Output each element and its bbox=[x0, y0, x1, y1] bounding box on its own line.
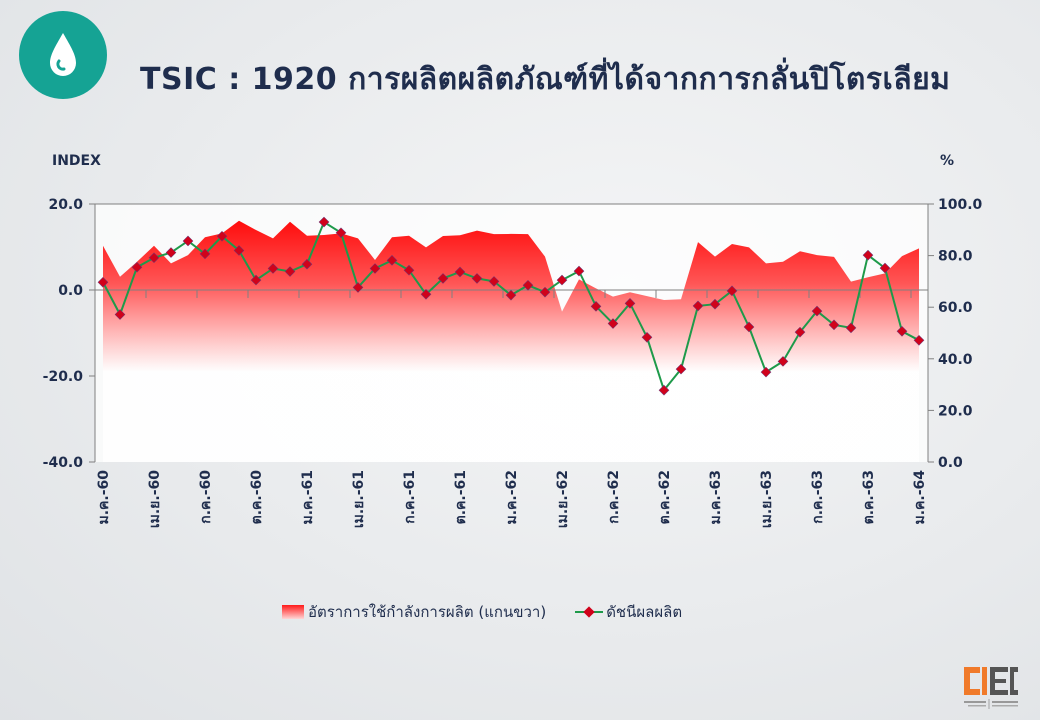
production-index-point bbox=[250, 274, 262, 286]
production-index-point bbox=[454, 266, 466, 278]
legend-area-label: อัตราการใช้กำลังการผลิต (แกนขวา) bbox=[308, 603, 547, 621]
right-tick-label: 20.0 bbox=[938, 403, 973, 419]
x-tick-label: ต.ค.-62 bbox=[657, 470, 673, 524]
x-tick-label: ก.ค.-60 bbox=[198, 470, 214, 524]
production-index-point bbox=[165, 247, 177, 258]
production-index-point bbox=[624, 298, 636, 309]
production-index-point bbox=[862, 249, 874, 261]
right-tick-label: 0.0 bbox=[938, 455, 963, 471]
production-index-point bbox=[879, 262, 891, 274]
production-index-point bbox=[488, 276, 500, 287]
production-index-point bbox=[913, 335, 925, 346]
x-tick-label: ก.ค.-61 bbox=[402, 470, 418, 524]
production-index-point bbox=[675, 363, 687, 375]
production-index-point bbox=[777, 356, 789, 367]
production-index-point bbox=[386, 255, 398, 266]
production-index-point bbox=[403, 264, 415, 276]
production-index-point bbox=[573, 265, 585, 277]
production-index-point bbox=[658, 384, 670, 396]
x-tick-label: ม.ค.-62 bbox=[504, 470, 520, 525]
production-index-point bbox=[114, 309, 126, 320]
left-tick-label: 20.0 bbox=[48, 197, 83, 213]
x-tick-label: ม.ค.-61 bbox=[300, 470, 316, 525]
left-tick-label: -40.0 bbox=[43, 455, 84, 471]
production-index-point bbox=[811, 305, 823, 317]
production-index-point bbox=[131, 261, 143, 273]
production-index-point bbox=[896, 325, 908, 337]
legend-line-swatch bbox=[575, 606, 604, 618]
right-axis-label: % bbox=[940, 153, 955, 169]
x-tick-label: ม.ค.-63 bbox=[708, 470, 724, 525]
production-index-point bbox=[471, 273, 483, 284]
production-index-point bbox=[794, 326, 806, 338]
production-index-point bbox=[692, 300, 704, 312]
production-index-point bbox=[420, 288, 432, 300]
production-index-point bbox=[199, 248, 211, 260]
production-index-point bbox=[369, 263, 381, 274]
production-index-point bbox=[301, 258, 313, 270]
left-tick-label: 0.0 bbox=[58, 283, 83, 299]
right-tick-label: 60.0 bbox=[938, 300, 973, 316]
x-tick-label: ต.ค.-63 bbox=[861, 470, 877, 524]
x-tick-label: ต.ค.-60 bbox=[249, 470, 265, 525]
production-index-point bbox=[590, 301, 602, 312]
water-drop-icon bbox=[19, 11, 107, 99]
production-index-point bbox=[437, 273, 449, 284]
right-tick-label: 40.0 bbox=[938, 352, 973, 368]
x-tick-label: ก.ค.-62 bbox=[606, 470, 622, 524]
x-tick-label: เม.ย.-63 bbox=[759, 470, 775, 528]
production-index-point bbox=[216, 230, 228, 242]
production-index-point bbox=[335, 227, 347, 239]
production-index-point bbox=[845, 322, 857, 334]
production-index-point bbox=[318, 216, 330, 228]
production-index-point bbox=[182, 235, 194, 247]
x-tick-label: ต.ค.-61 bbox=[453, 470, 469, 524]
production-index-point bbox=[284, 266, 296, 277]
production-index-point bbox=[828, 319, 840, 331]
production-index-point bbox=[233, 245, 245, 256]
production-index-point bbox=[760, 366, 772, 378]
right-tick-label: 80.0 bbox=[938, 249, 973, 265]
legend-line-label: ดัชนีผลผลิต bbox=[606, 603, 683, 621]
x-tick-label: ม.ค.-60 bbox=[96, 470, 112, 525]
x-tick-label: เม.ย.-60 bbox=[147, 470, 163, 528]
x-tick-label: ม.ค.-64 bbox=[912, 470, 928, 525]
production-index-point bbox=[505, 289, 517, 301]
production-index-point bbox=[726, 285, 738, 297]
production-index-point bbox=[148, 252, 160, 264]
production-index-point bbox=[267, 263, 279, 274]
left-tick-label: -20.0 bbox=[43, 369, 84, 385]
x-tick-label: เม.ย.-61 bbox=[351, 470, 367, 528]
capacity-utilization-area bbox=[103, 220, 919, 462]
legend: อัตราการใช้กำลังการผลิต (แกนขวา) ดัชนีผล… bbox=[282, 600, 682, 624]
left-axis-label: INDEX bbox=[52, 153, 101, 169]
x-tick-label: เม.ย.-62 bbox=[555, 470, 571, 528]
production-index-point bbox=[641, 331, 653, 343]
production-index-point bbox=[97, 276, 109, 288]
production-index-point bbox=[743, 321, 755, 333]
production-index-point bbox=[522, 279, 534, 291]
legend-area-swatch bbox=[282, 605, 304, 619]
production-index-point bbox=[539, 286, 551, 298]
production-index-point bbox=[607, 318, 619, 329]
logo bbox=[960, 663, 1022, 715]
production-index-point bbox=[709, 298, 721, 310]
page-title: TSIC : 1920 การผลิตผลิตภัณฑ์ที่ได้จากการ… bbox=[140, 62, 951, 97]
production-index-point bbox=[352, 282, 364, 293]
production-index-point bbox=[556, 274, 568, 286]
x-tick-label: ก.ค.-63 bbox=[810, 470, 826, 524]
right-tick-label: 100.0 bbox=[938, 197, 983, 213]
